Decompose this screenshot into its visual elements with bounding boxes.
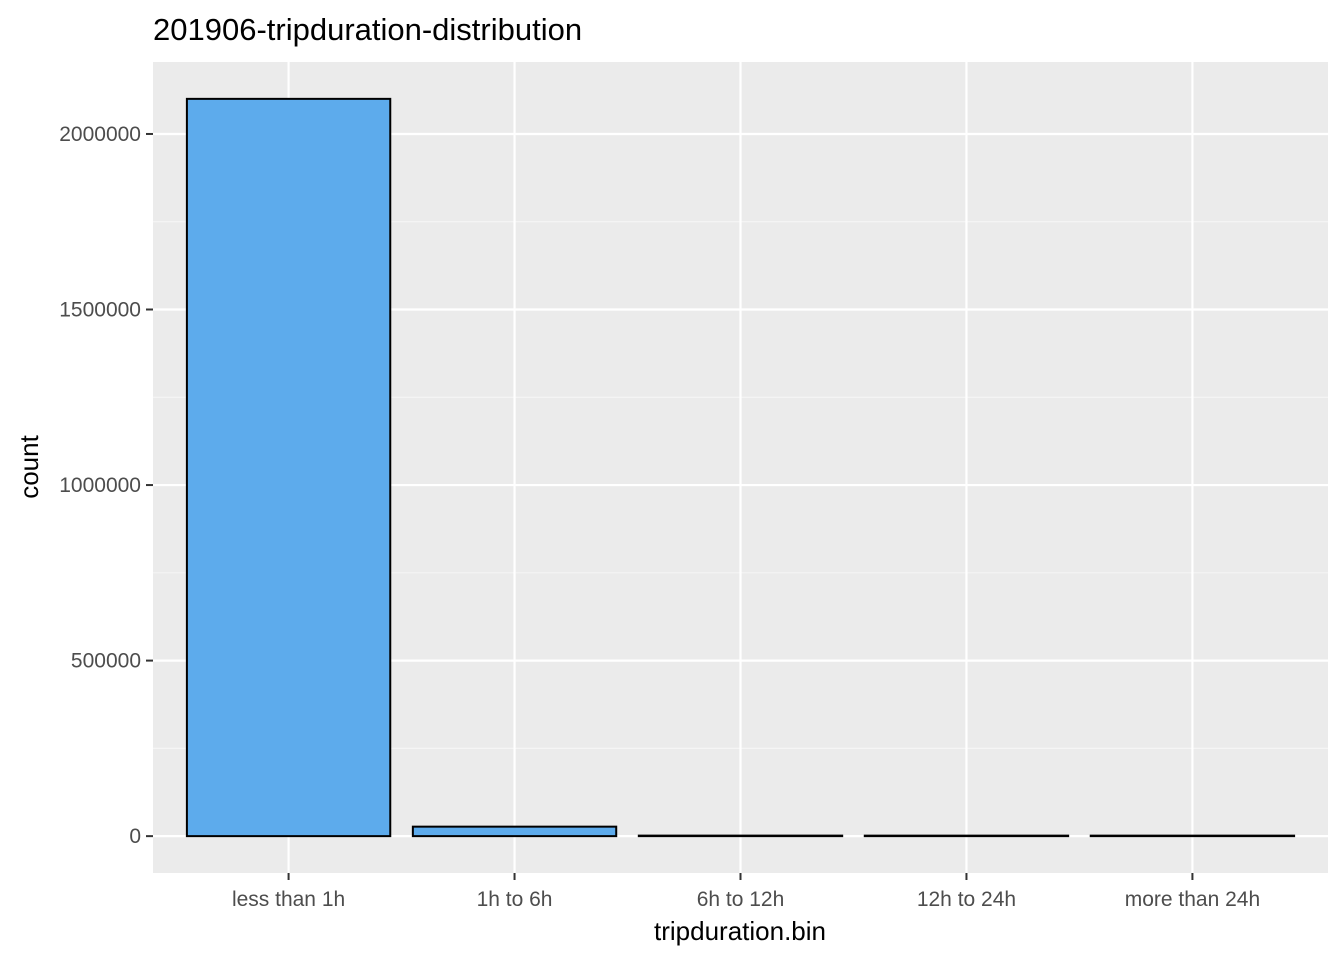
bar <box>411 825 618 838</box>
bar <box>863 834 1070 838</box>
x-axis: less than 1h 1h to 6h 6h to 12h 12h to 24h m… <box>232 873 1260 911</box>
x-tick-label: 12h to 24h <box>917 888 1016 911</box>
x-tick-label: 1h to 6h <box>477 888 553 911</box>
bar <box>1089 834 1296 838</box>
x-axis-title: tripduration.bin <box>654 916 826 946</box>
x-tick-label: 6h to 12h <box>697 888 785 911</box>
chart-title: 201906-tripduration-distribution <box>153 12 582 47</box>
y-tick-label: 1500000 <box>59 299 141 322</box>
x-tick-label: more than 24h <box>1125 888 1260 911</box>
bars <box>185 97 1296 838</box>
bar <box>637 834 844 838</box>
y-tick-label: 500000 <box>71 650 141 673</box>
y-axis-title: count <box>14 434 44 498</box>
y-tick-label: 1000000 <box>59 474 141 497</box>
y-tick-label: 0 <box>129 825 141 848</box>
y-axis: 0 500000 1000000 1500000 2000000 <box>59 123 153 848</box>
x-tick-label: less than 1h <box>232 888 345 911</box>
bar <box>185 97 392 838</box>
y-tick-label: 2000000 <box>59 123 141 146</box>
